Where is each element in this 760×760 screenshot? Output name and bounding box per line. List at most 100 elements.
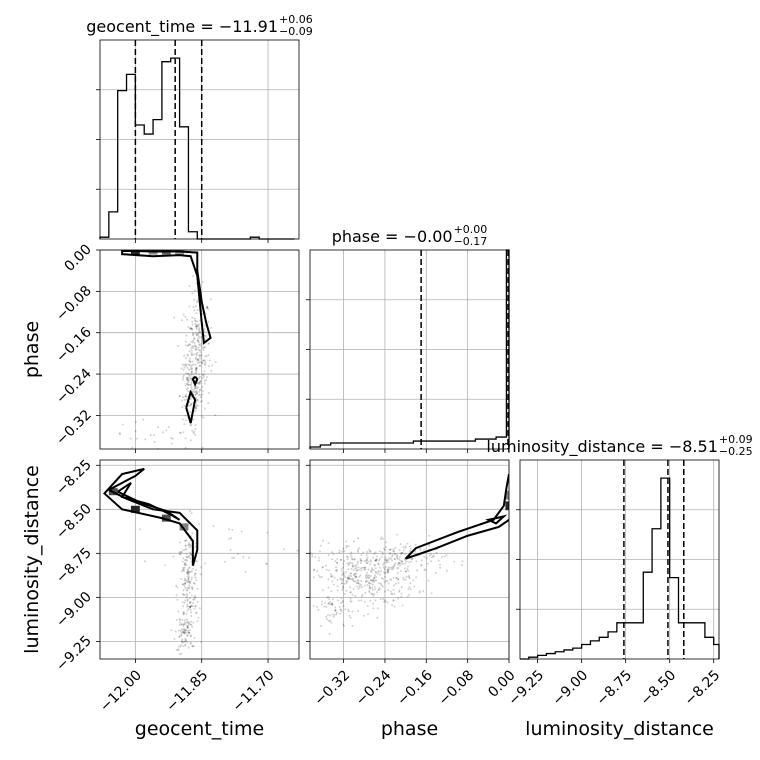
panel-geocent_time-phase-sample-0-31 xyxy=(185,363,188,366)
panel-geocent_time-luminosity_distance-sample-0-160 xyxy=(185,596,188,599)
panel-geocent_time-phase-sample-1-104 xyxy=(189,404,192,407)
panel-geocent_time-luminosity_distance-sample-0-8 xyxy=(184,544,187,547)
panel-phase-luminosity_distance-sample-0-119 xyxy=(339,558,342,561)
panel-phase-luminosity_distance-sample-0-388 xyxy=(364,566,367,569)
panel-geocent_time-phase-sample-0-76 xyxy=(188,357,191,360)
panel-phase-luminosity_distance-sample-1-9 xyxy=(415,560,418,563)
panel-geocent_time-phase-sample-1-30 xyxy=(190,373,193,376)
panel-phase-luminosity_distance-sample-0-163 xyxy=(363,600,366,603)
panel-phase-luminosity_distance-sample-1-70 xyxy=(404,553,407,556)
panel-phase-luminosity_distance-sample-0-69 xyxy=(387,566,390,569)
title-geocent_time-value: geocent_time = −11.91 xyxy=(86,17,278,37)
panel-phase-luminosity_distance-sample-0-233 xyxy=(366,604,369,607)
panel-geocent_time-phase-sample-1-72 xyxy=(181,418,184,421)
panel-geocent_time-phase-sample-0-93 xyxy=(203,373,206,376)
panel-phase-luminosity_distance-sample-0-18 xyxy=(358,586,361,589)
panel-geocent_time-phase-sample-1-118 xyxy=(194,366,197,369)
panel-geocent_time-luminosity_distance-sample-0-87 xyxy=(190,586,193,589)
panel-phase-luminosity_distance-sample-0-239 xyxy=(366,574,369,577)
panel-geocent_time-phase-sample-0-172 xyxy=(192,345,195,348)
panel-phase-luminosity_distance-sample-0-122 xyxy=(334,560,337,563)
luminosity_distance-xtick-label-1: −9.00 xyxy=(550,667,592,709)
panel-phase-luminosity_distance-sample-0-335 xyxy=(355,585,358,588)
panel-geocent_time-luminosity_distance-sample-0-119 xyxy=(192,567,195,570)
panel-geocent_time-luminosity_distance-frame xyxy=(99,459,300,660)
panel-phase-luminosity_distance-sample-0-37 xyxy=(403,567,406,570)
panel-phase-luminosity_distance-sample-0-104 xyxy=(307,568,309,570)
panel-geocent_time-phase-sample-0-158 xyxy=(186,379,189,382)
panel-geocent_time-luminosity_distance-sample-1-41 xyxy=(186,626,189,629)
title-luminosity_distance: luminosity_distance = −8.51 +0.09−0.25 xyxy=(486,433,752,458)
panel-phase-luminosity_distance-sample-0-262 xyxy=(372,607,375,610)
panel-phase-luminosity_distance-sample-0-20 xyxy=(366,556,369,559)
panel-phase-luminosity_distance-sample-0-387 xyxy=(331,580,334,583)
panel-geocent_time-phase-sample-0-213 xyxy=(196,325,199,328)
panel-geocent_time-luminosity_distance-sample-0-159 xyxy=(195,579,198,582)
panel-geocent_time-phase-sample-0-240 xyxy=(186,378,189,381)
panel-geocent_time-luminosity_distance-sample-0-170 xyxy=(193,598,196,601)
panel-geocent_time-phase-sample-0-120 xyxy=(198,354,201,357)
panel-phase-luminosity_distance-sample-0-74 xyxy=(400,595,403,598)
panel-geocent_time-luminosity_distance-sample-0-19 xyxy=(175,668,177,670)
panel-phase-luminosity_distance-sample-2-28 xyxy=(323,601,326,604)
panel-geocent_time-phase-density-cell-0 xyxy=(130,250,140,255)
panel-phase-luminosity_distance-sample-1-6 xyxy=(398,561,401,564)
panel-geocent_time-phase-contour-2 xyxy=(191,375,199,387)
panel-geocent_time-luminosity_distance-sample-0-125 xyxy=(188,597,191,600)
panel-geocent_time-luminosity_distance-sample-0-209 xyxy=(187,575,190,578)
panel-geocent_time-luminosity_distance-sample-1-6 xyxy=(180,634,183,637)
panel-phase-luminosity_distance-sample-1-15 xyxy=(435,551,438,554)
panel-geocent_time-luminosity_distance-sample-0-66 xyxy=(185,564,188,567)
panel-geocent_time-phase-sample-0-170 xyxy=(196,381,199,384)
panel-phase-luminosity_distance-sample-0-141 xyxy=(363,584,366,587)
panel-geocent_time-phase-sample-0-159 xyxy=(181,378,184,381)
panel-phase-luminosity_distance-sample-2-5 xyxy=(325,615,328,618)
panel-phase-luminosity_distance-sample-0-2 xyxy=(373,593,376,596)
panel-geocent_time-phase-sample-0-125 xyxy=(202,375,205,378)
panel-geocent_time-phase-sample-0-59 xyxy=(196,399,199,402)
panel-geocent_time-phase-sample-0-1 xyxy=(193,309,196,312)
panel-geocent_time-phase-sample-0-65 xyxy=(197,300,200,303)
panel-phase-luminosity_distance-sample-0-160 xyxy=(377,569,380,572)
panel-phase-luminosity_distance-sample-2-25 xyxy=(329,600,332,603)
panel-geocent_time-phase-sample-0-43 xyxy=(207,308,210,311)
panel-geocent_time-luminosity_distance-sample-0-58 xyxy=(188,632,191,635)
panel-geocent_time-phase-sample-1-133 xyxy=(195,367,198,370)
panel-phase-luminosity_distance-sample-0-134 xyxy=(305,573,307,575)
panel-geocent_time-phase-sample-0-133 xyxy=(198,336,201,339)
panel-geocent_time-luminosity_distance-sample-1-37 xyxy=(180,631,183,634)
panel-phase-luminosity_distance-sample-2-41 xyxy=(317,608,320,611)
panel-geocent_time-luminosity_distance-sample-1-35 xyxy=(188,631,191,634)
panel-phase-luminosity_distance-sample-0-383 xyxy=(383,590,386,593)
panel-geocent_time-phase-sample-0-114 xyxy=(196,358,199,361)
panel-geocent_time-phase-sample-0-191 xyxy=(187,344,190,347)
panel-geocent_time-phase-sample-1-0 xyxy=(199,376,202,379)
panel-geocent_time-luminosity_distance-sample-0-211 xyxy=(179,553,182,556)
panel-phase-luminosity_distance-sample-0-183 xyxy=(351,563,354,566)
panel-phase-luminosity_distance-sample-1-48 xyxy=(398,549,401,552)
luminosity_distance-xtick-label-2: −8.75 xyxy=(594,667,636,709)
panel-phase-luminosity_distance-sample-0-5 xyxy=(374,559,377,562)
panel-phase-luminosity_distance-sample-0-215 xyxy=(328,598,331,601)
panel-phase-luminosity_distance-sample-0-360 xyxy=(357,609,360,612)
panel-geocent_time-luminosity_distance-sample-0-48 xyxy=(182,605,185,608)
panel-geocent_time-luminosity_distance-sample-0-63 xyxy=(177,610,180,613)
panel-phase-luminosity_distance-sample-0-131 xyxy=(338,549,341,552)
panel-phase-luminosity_distance-sample-0-117 xyxy=(359,562,362,565)
panel-geocent_time-luminosity_distance-sample-1-32 xyxy=(174,630,177,633)
title-luminosity_distance-minus: −0.25 xyxy=(719,445,753,458)
panel-geocent_time-phase-sample-0-33 xyxy=(200,344,203,347)
panel-phase-luminosity_distance-sample-1-77 xyxy=(404,562,407,565)
panel-geocent_time-phase-sample-0-63 xyxy=(202,359,205,362)
panel-geocent_time-luminosity_distance-sample-2-1 xyxy=(316,542,318,544)
panel-geocent_time-phase-sample-1-117 xyxy=(186,378,189,381)
panel-geocent_time-luminosity_distance-sample-1-19 xyxy=(189,623,192,626)
panel-geocent_time-luminosity_distance-sample-0-52 xyxy=(187,572,190,575)
panel-geocent_time-phase-sample-0-100 xyxy=(197,341,200,344)
panel-phase-luminosity_distance-sample-0-190 xyxy=(372,569,375,572)
panel-phase-luminosity_distance-sample-0-376 xyxy=(393,550,396,553)
panel-geocent_time-luminosity_distance-sample-0-78 xyxy=(184,539,187,542)
panel-phase-luminosity_distance-sample-0-206 xyxy=(390,559,393,562)
panel-phase-luminosity_distance-sample-0-179 xyxy=(392,565,395,568)
panel-phase-luminosity_distance-sample-0-367 xyxy=(363,559,366,562)
